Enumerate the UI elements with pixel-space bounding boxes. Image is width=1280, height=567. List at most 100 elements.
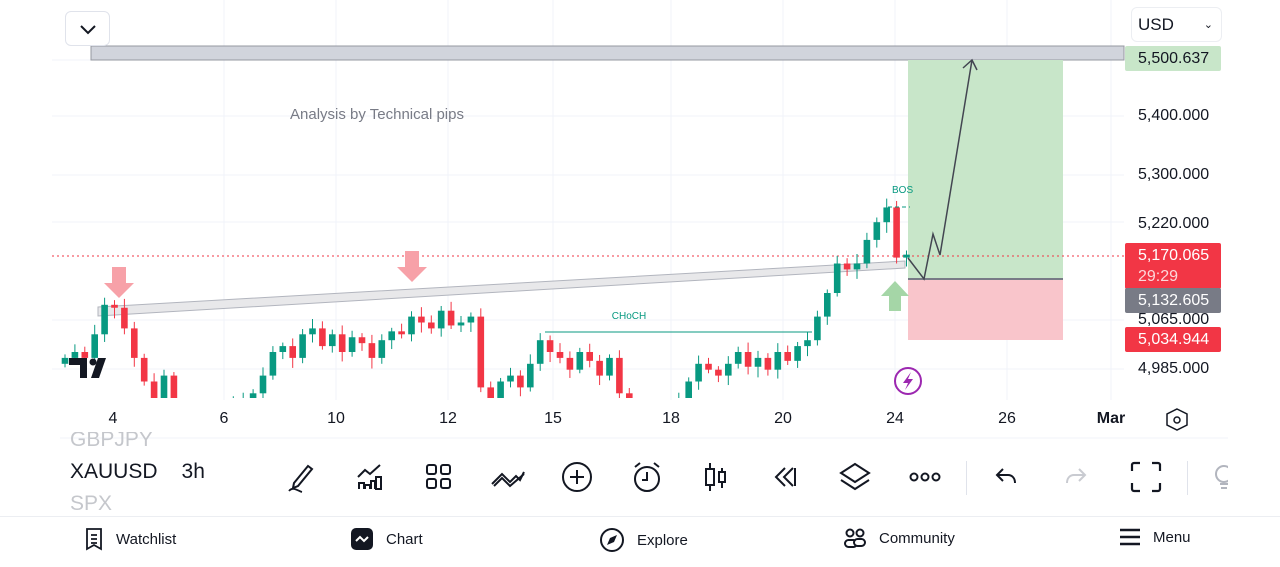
candle-down [626, 393, 633, 398]
redo-icon[interactable] [1056, 457, 1096, 497]
layers-icon[interactable] [835, 457, 875, 497]
down-arrow-icon [397, 251, 427, 282]
community-icon [844, 528, 866, 548]
chevron-down-icon [79, 24, 96, 34]
candle-down [289, 346, 296, 358]
candle-up [457, 322, 465, 326]
candle-up [210, 417, 217, 423]
candle-down [338, 334, 346, 352]
symbol-current[interactable]: XAUUSD [70, 460, 158, 483]
target-zone[interactable] [908, 60, 1063, 279]
pencil-icon[interactable] [281, 457, 321, 497]
candle-up [160, 375, 168, 398]
symbol-prev[interactable]: GBPJPY [70, 432, 153, 451]
indicators-icon[interactable] [350, 457, 390, 497]
candle-up [576, 352, 584, 370]
more-icon[interactable] [905, 457, 945, 497]
price-label: 5,065.000 [1138, 311, 1210, 328]
symbol-picker[interactable]: GBPJPY XAUUSD 3h SPX [70, 432, 270, 516]
stop-zone[interactable] [908, 279, 1063, 340]
candle-up [497, 381, 504, 398]
up-arrow-icon [881, 281, 909, 311]
candle-up [309, 328, 316, 335]
alert-icon[interactable] [627, 457, 667, 497]
collapse-button[interactable] [65, 11, 110, 46]
entry-price-tag: 5,132.605 [1125, 288, 1221, 313]
toolbar-divider [1187, 461, 1188, 495]
candle-down [586, 352, 593, 361]
grid-icon[interactable] [419, 457, 459, 497]
lightning-button[interactable] [894, 367, 922, 395]
nav-explore[interactable]: Explore [599, 527, 688, 553]
nav-chart[interactable]: Chart [350, 527, 423, 551]
candle-down [477, 316, 485, 388]
candles-icon[interactable] [696, 457, 736, 497]
interval[interactable]: 3h [181, 460, 205, 483]
currency-select[interactable]: USD ⌄ [1131, 7, 1222, 42]
candle-up [437, 310, 445, 329]
arrowhead-icon [962, 58, 978, 71]
candle-up [467, 316, 475, 323]
trendline-channel[interactable] [97, 260, 906, 317]
candle-down [744, 352, 752, 367]
add-icon[interactable] [557, 457, 597, 497]
candle-down [566, 357, 574, 370]
current-price-tag: 5,170.065 29:29 [1125, 243, 1221, 289]
choch-label: CHoCH [612, 311, 646, 322]
candle-up [804, 340, 811, 347]
price-label: 4,985.000 [1138, 360, 1210, 377]
nav-community[interactable]: Community [843, 527, 955, 549]
candle-down [319, 328, 326, 347]
target-level-bar[interactable] [90, 45, 1125, 61]
candle-down [715, 369, 722, 376]
candle-up [61, 357, 69, 364]
candle-up [408, 316, 415, 335]
symbol-next[interactable]: SPX [70, 492, 113, 515]
current-price: 5,170.065 [1138, 247, 1210, 264]
candle-up [824, 293, 831, 317]
candle-down [517, 375, 524, 388]
candle-down [596, 360, 603, 376]
candle-up [71, 352, 79, 358]
nav-menu[interactable]: Menu [1119, 527, 1191, 547]
candle-down [131, 328, 138, 358]
date-label: 15 [544, 410, 562, 427]
date-label: Mar [1096, 410, 1126, 427]
projection-path[interactable] [907, 59, 973, 281]
settings-icon[interactable] [1166, 408, 1188, 431]
candle-down [646, 423, 653, 429]
candle-up [903, 254, 910, 258]
candle-up [833, 263, 841, 293]
candle-down [616, 357, 623, 394]
candle-down [200, 417, 207, 423]
nav-label: Explore [637, 531, 688, 549]
candle-down [784, 352, 791, 361]
candle-down [487, 387, 494, 398]
analysis-text: Analysis by Technical pips [290, 106, 464, 123]
candle-down [546, 340, 554, 352]
bos-label: BOS [892, 185, 913, 196]
candle-down [636, 411, 643, 423]
compass-icon [600, 528, 624, 552]
patterns-icon[interactable] [488, 457, 528, 497]
date-label: 6 [219, 410, 229, 427]
candle-up [725, 363, 732, 376]
date-label: 4 [108, 410, 118, 427]
candle-down [843, 263, 851, 270]
candle-down [556, 352, 564, 358]
undo-icon[interactable] [986, 457, 1026, 497]
price-chart[interactable]: CHoCH BOS Analysis by Technical pips [0, 0, 1280, 440]
fullscreen-icon[interactable] [1126, 457, 1166, 497]
candle-up [388, 331, 395, 341]
replay-icon[interactable] [766, 457, 806, 497]
candle-up [249, 393, 257, 398]
price-label: 5,400.000 [1138, 107, 1210, 124]
candle-up [101, 304, 108, 335]
candle-down [705, 363, 712, 370]
currency-value: USD [1138, 14, 1174, 34]
nav-watchlist[interactable]: Watchlist [84, 527, 176, 551]
nav-label: Watchlist [116, 530, 177, 548]
candle-down [140, 357, 148, 382]
candle-up [181, 411, 188, 413]
idea-icon[interactable] [1210, 462, 1228, 494]
